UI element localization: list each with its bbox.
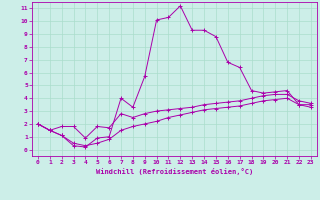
X-axis label: Windchill (Refroidissement éolien,°C): Windchill (Refroidissement éolien,°C)	[96, 168, 253, 175]
